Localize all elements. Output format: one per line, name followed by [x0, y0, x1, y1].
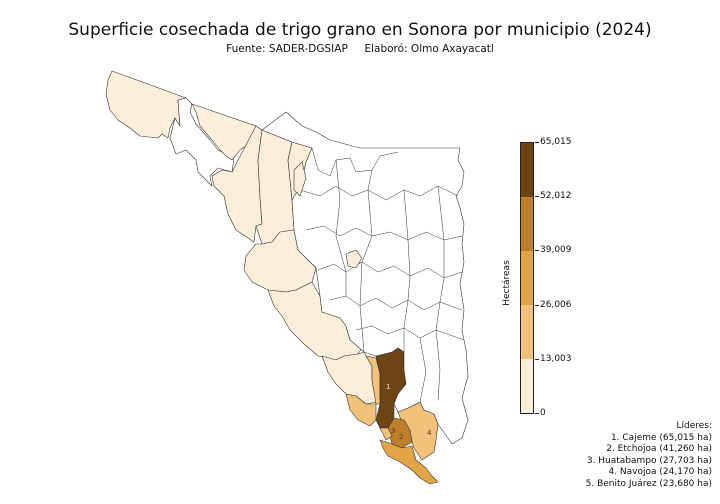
- colorbar-bin-1: [521, 359, 533, 413]
- municipio-sierra-light: [345, 249, 363, 269]
- colorbar-tick-1: 13,003: [540, 354, 572, 364]
- colorbar-tick-0: 0: [540, 408, 546, 418]
- colorbar-bin-4: [521, 197, 533, 251]
- leader-item: 4. Navojoa (24,170 ha): [608, 467, 712, 477]
- municipio-trincheras: [293, 161, 307, 197]
- municipio-huatabampo: [379, 439, 439, 485]
- colorbar-tick-5: 65,015: [540, 137, 572, 147]
- leader-item: 1. Cajeme (65,015 ha): [610, 432, 712, 443]
- colorbar-label: Hectáreas: [502, 260, 512, 306]
- colorbar: [520, 142, 534, 414]
- map-label-2: 2: [399, 433, 403, 441]
- colorbar-tick-3: 39,009: [540, 245, 572, 255]
- municipio-altar: [255, 129, 295, 245]
- leader-item: 5. Benito Juárez (23,680 ha): [585, 478, 712, 489]
- colorbar-bin-5: [521, 143, 533, 197]
- municipio-pitiquito: [243, 229, 317, 293]
- chart-title: Superficie cosechada de trigo grano en S…: [68, 20, 652, 40]
- municipio-puerto-penasco: [169, 97, 235, 187]
- leader-item: 3. Huatabampo (27,703 ha): [586, 455, 712, 466]
- leaders-annotation: Líderes: 1. Cajeme (65,015 ha) 2. Etchoj…: [586, 421, 712, 490]
- municipios-sierra: [261, 111, 469, 445]
- municipio-benito-juarez: [379, 427, 393, 441]
- colorbar-bin-3: [521, 251, 533, 305]
- map-label-1: 1: [386, 383, 390, 391]
- map-label-3: 3: [391, 427, 395, 435]
- chart-subtitle: Fuente: SADER-DGSIAP Elaboró: Olmo Axaya…: [226, 43, 494, 55]
- leaders-title: Líderes:: [676, 421, 712, 431]
- colorbar-bin-2: [521, 305, 533, 359]
- colorbar-tick-4: 52,012: [540, 191, 572, 201]
- colorbar-tick-2: 26,006: [540, 300, 572, 310]
- municipio-san-ignacio: [365, 355, 381, 405]
- leader-item: 2. Etchojoa (41,260 ha): [606, 444, 712, 454]
- map-label-4: 4: [427, 429, 432, 437]
